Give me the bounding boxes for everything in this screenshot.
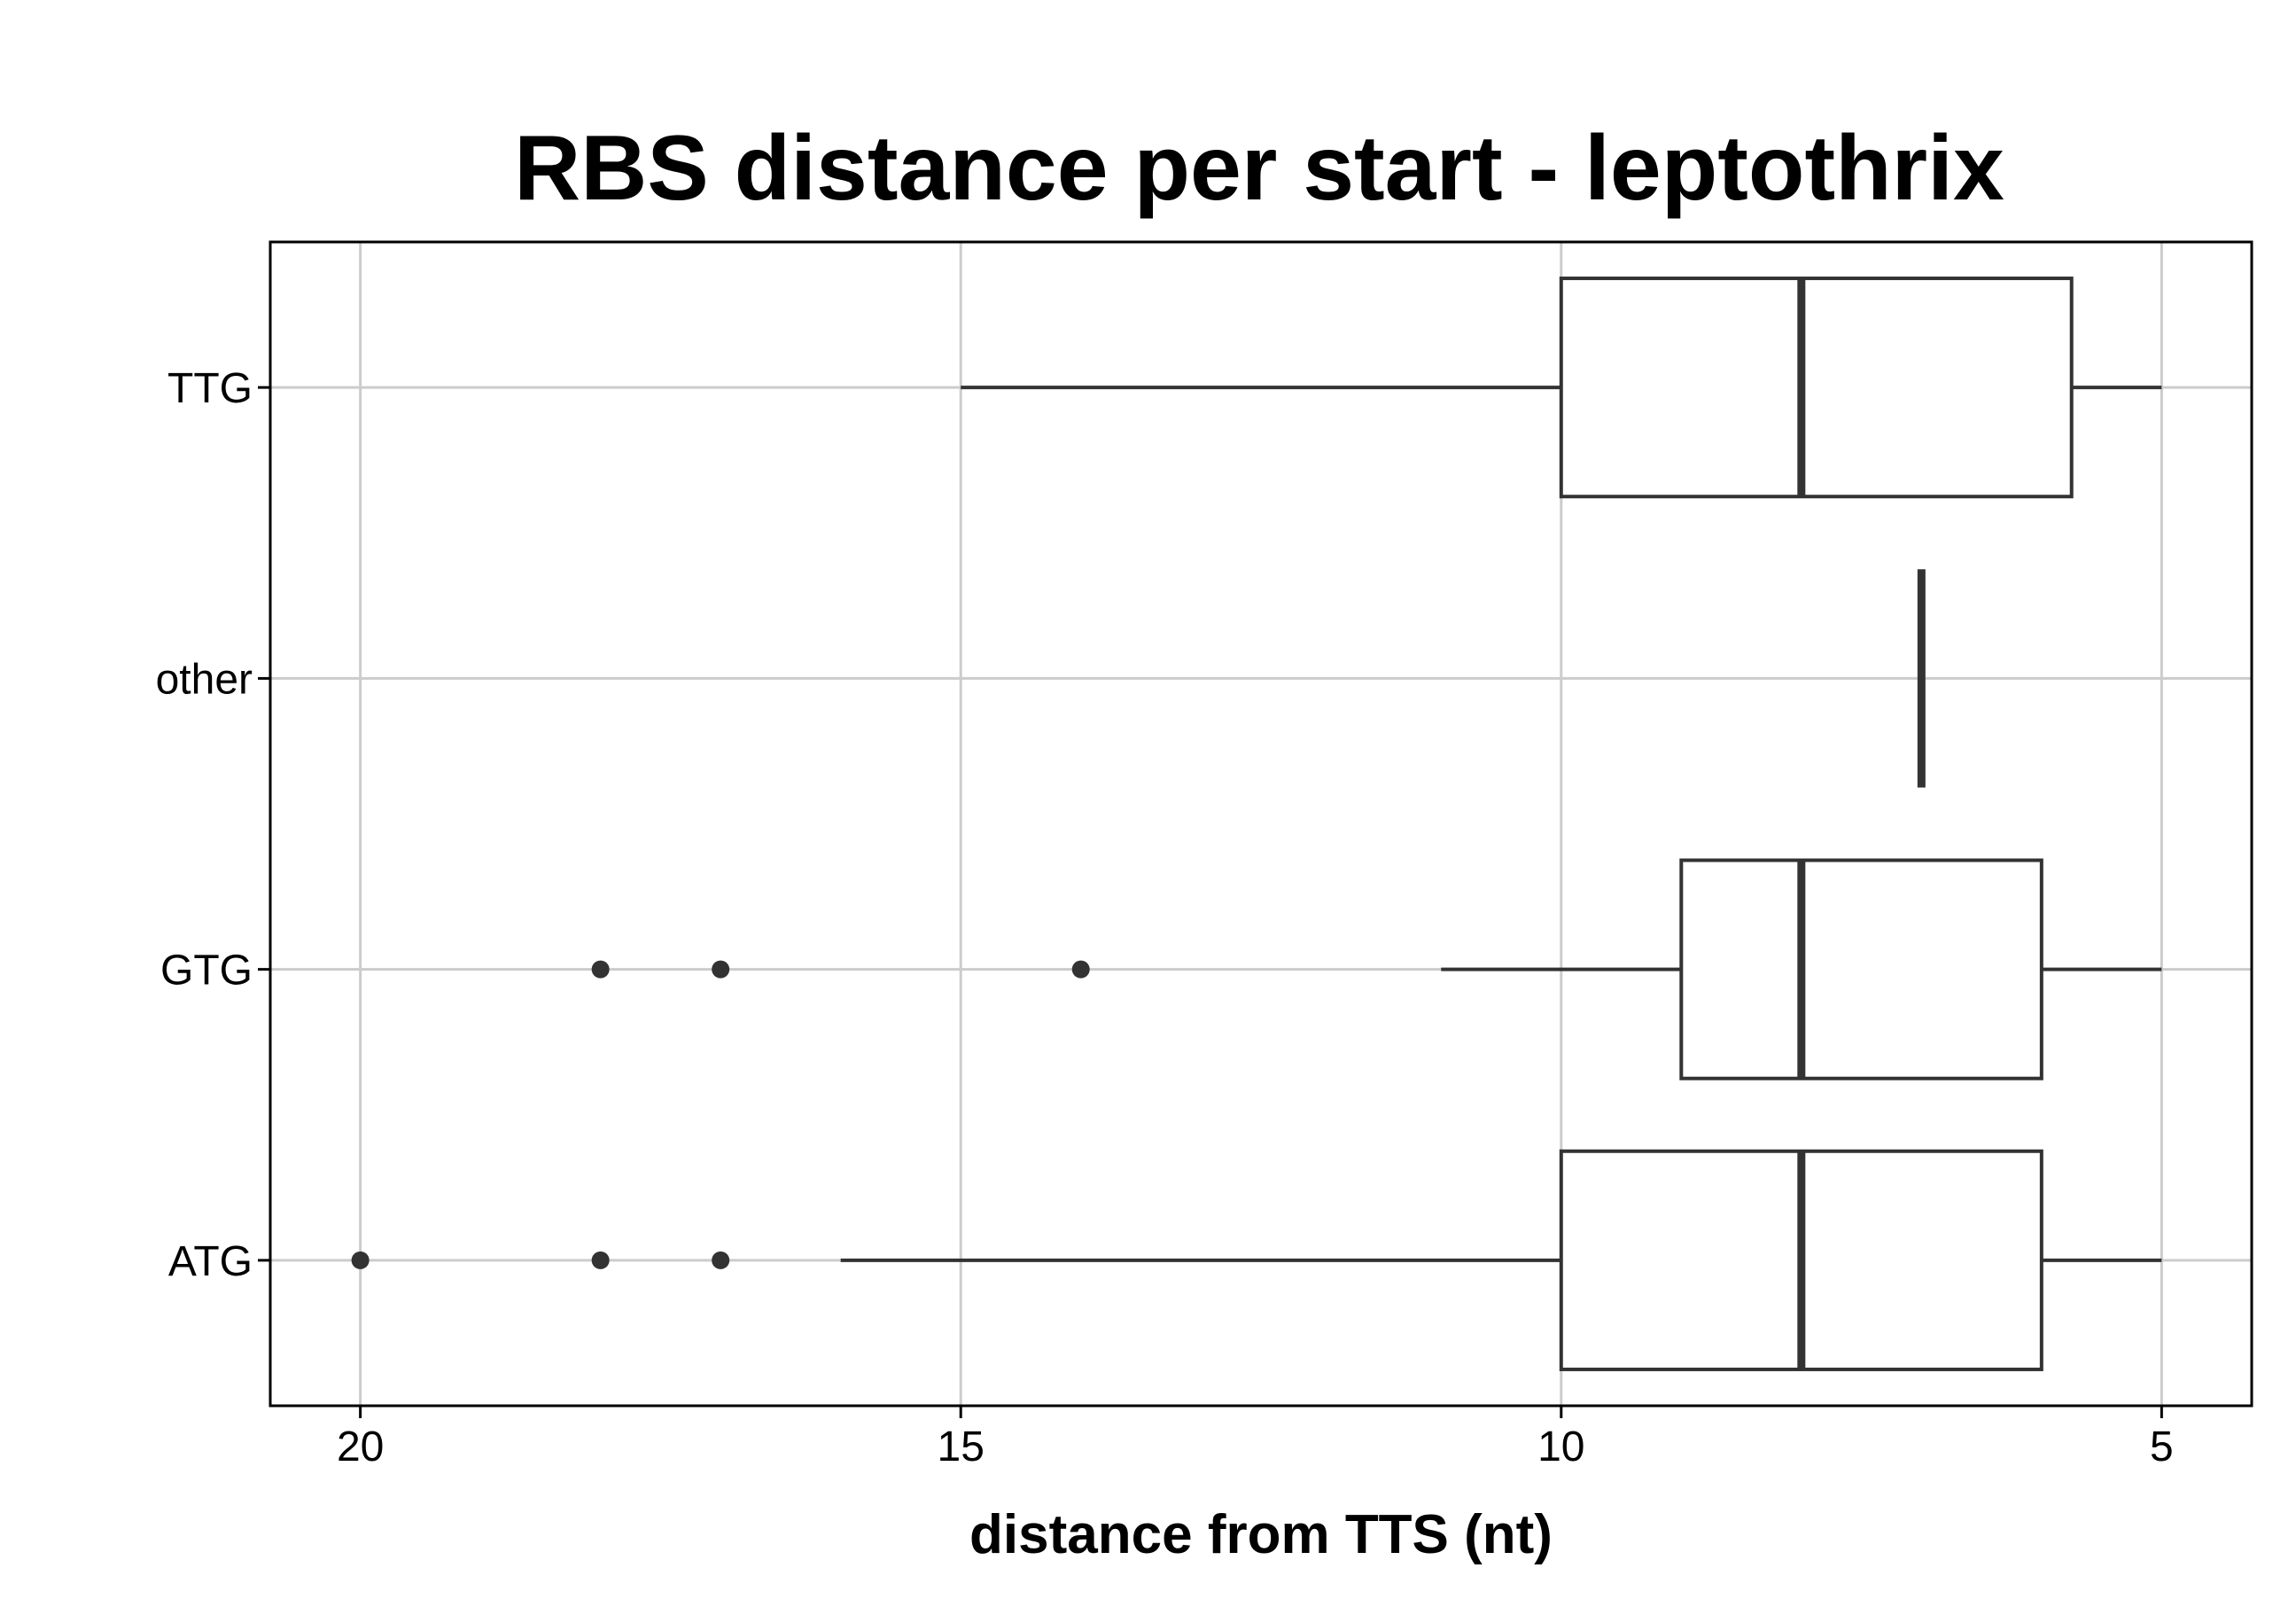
outlier-point xyxy=(712,1251,730,1269)
axis-ticks: 20 15 10 5 ATG GTG other TTG xyxy=(156,365,2174,1470)
box-iqr xyxy=(1559,277,2074,499)
box-group-ttg xyxy=(961,277,2162,499)
outlier-point xyxy=(591,1251,610,1269)
outlier-point xyxy=(591,960,610,979)
box-group-gtg xyxy=(591,858,2162,1080)
x-tick-label: 5 xyxy=(2150,1424,2174,1470)
y-tick-label: TTG xyxy=(167,365,253,412)
x-axis-label: distance from TTS (nt) xyxy=(969,1504,1553,1565)
y-tick-label: ATG xyxy=(168,1238,253,1285)
outlier-point xyxy=(1071,960,1090,979)
plot-panel-border xyxy=(269,240,2253,1408)
y-tick-label: GTG xyxy=(160,948,253,994)
x-tick-label: 10 xyxy=(1537,1424,1584,1470)
chart-title: RBS distance per start - leptothrix xyxy=(514,117,2004,220)
y-tick-label: other xyxy=(156,656,253,703)
outlier-point xyxy=(712,960,730,979)
box-group-atg xyxy=(351,1149,2162,1371)
box-iqr xyxy=(1679,858,2043,1080)
outlier-point xyxy=(351,1251,370,1269)
x-tick-label: 15 xyxy=(938,1424,985,1470)
x-tick-label: 20 xyxy=(337,1424,384,1470)
boxes xyxy=(351,277,2162,1371)
